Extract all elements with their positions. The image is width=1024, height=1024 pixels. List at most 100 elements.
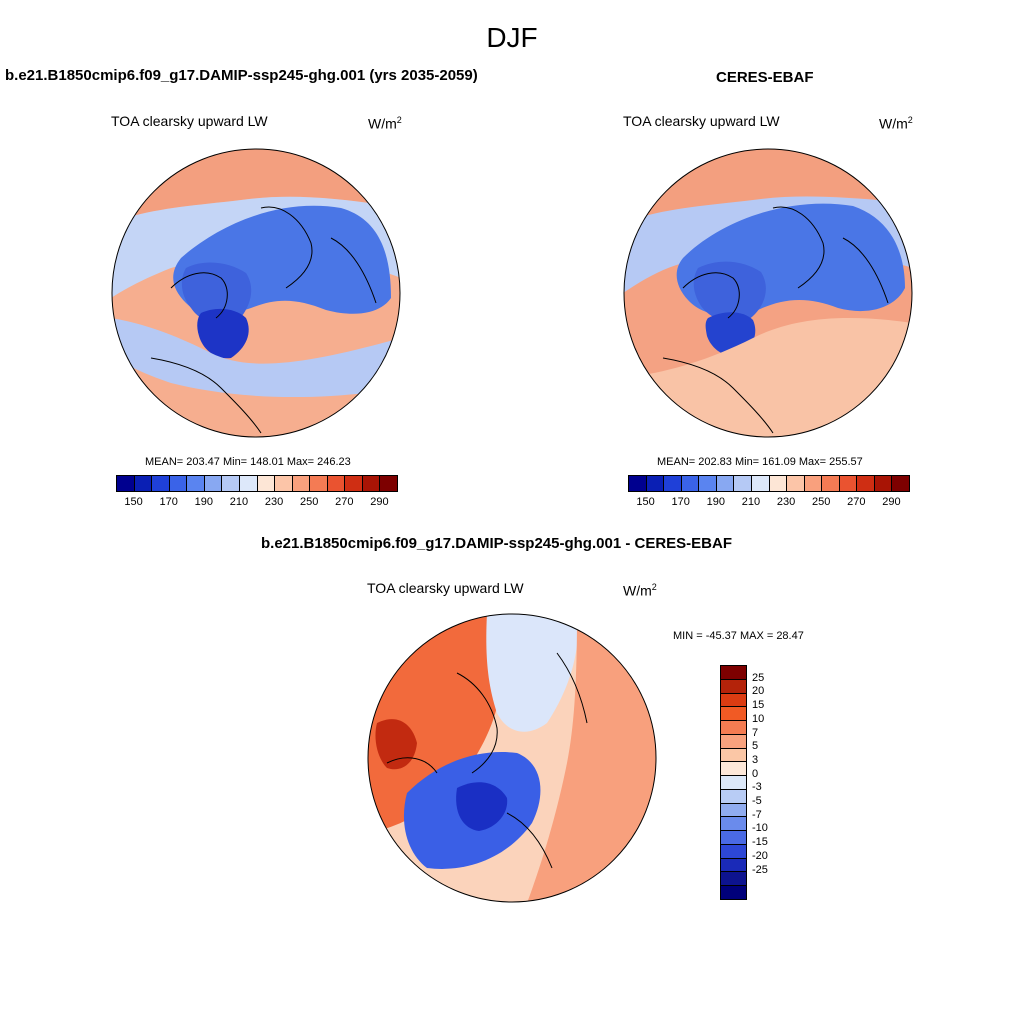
obs-colorbar-swatch (646, 476, 665, 491)
model-region-atlantic-light (112, 318, 400, 398)
model-coastline (330, 237, 377, 304)
diff-colorbar-tick: -10 (752, 822, 768, 835)
obs-map-border (623, 148, 913, 438)
diff-colorbar-tick: 3 (752, 753, 759, 766)
obs-colorbar-swatch (751, 476, 770, 491)
model-colorbar-swatch (152, 476, 170, 491)
obs-coastline (662, 357, 774, 434)
obs-colorbar-swatch (839, 476, 858, 491)
model-region-arctic-mid (181, 262, 252, 325)
diff-region-atlantic-warm (527, 614, 656, 902)
diff-variable-label: TOA clearsky upward LW (367, 580, 524, 596)
obs-coastline (842, 237, 889, 304)
obs-colorbar-tick: 250 (812, 496, 831, 508)
diff-colorbar-tick: 7 (752, 726, 759, 739)
obs-colorbar-swatch (681, 476, 700, 491)
obs-colorbar (628, 475, 910, 492)
obs-variable-label: TOA clearsky upward LW (623, 113, 780, 129)
obs-colorbar-swatch (734, 476, 752, 491)
diff-colorbar-tick: -15 (752, 836, 768, 849)
diff-colorbar-swatch (721, 886, 746, 900)
obs-colorbar-tick: 270 (847, 496, 866, 508)
diff-colorbar-swatch (721, 789, 746, 804)
model-colorbar-swatch (380, 476, 397, 491)
obs-stats: MEAN= 202.83 Min= 161.09 Max= 255.57 (657, 456, 863, 468)
diff-colorbar (720, 665, 747, 900)
diff-colorbar-swatch (721, 762, 746, 777)
obs-polar-map (623, 148, 913, 438)
model-colorbar-swatch (345, 476, 363, 491)
model-coastline (170, 272, 228, 319)
obs-panel-title: CERES-EBAF (716, 69, 814, 86)
diff-colorbar-tick: 20 (752, 685, 765, 698)
model-colorbar-swatch (275, 476, 293, 491)
model-units-label: W/m2 (368, 115, 402, 132)
diff-colorbar-swatch (721, 817, 746, 832)
model-colorbar-swatch (204, 476, 223, 491)
obs-colorbar-swatch (787, 476, 805, 491)
diff-colorbar-swatch (721, 679, 746, 694)
obs-colorbar-tick: 190 (706, 496, 725, 508)
model-colorbar-tick: 210 (229, 496, 249, 508)
model-colorbar-swatch (257, 476, 276, 491)
diff-colorbar-tick: -5 (752, 795, 762, 808)
obs-colorbar-swatch (857, 476, 875, 491)
model-map-border (111, 148, 401, 438)
diff-stats: MIN = -45.37 MAX = 28.47 (673, 630, 804, 642)
diff-coastline (456, 672, 498, 774)
model-region-greenland-dark (197, 308, 249, 359)
diff-map-border (367, 613, 657, 903)
model-colorbar-swatch (117, 476, 135, 491)
model-colorbar-swatch (187, 476, 205, 491)
obs-colorbar-tick: 290 (882, 496, 901, 508)
diff-colorbar-tick: 5 (752, 740, 759, 753)
obs-colorbar-swatch (874, 476, 893, 491)
obs-colorbar-tick: 210 (741, 496, 761, 508)
diff-polar-map (367, 613, 657, 903)
diff-colorbar-swatch (721, 734, 746, 749)
diff-colorbar-swatch (721, 721, 746, 735)
obs-colorbar-swatch (804, 476, 823, 491)
obs-colorbar-tick: 150 (636, 496, 655, 508)
figure-title: DJF (486, 22, 538, 53)
diff-colorbar-swatch (721, 707, 746, 722)
obs-colorbar-swatch (892, 476, 909, 491)
model-colorbar-tick: 150 (124, 496, 143, 508)
diff-region-greenland-strong (456, 782, 508, 831)
diff-colorbar-swatch (721, 666, 746, 680)
obs-coastline (682, 272, 740, 319)
model-polar-map (111, 148, 401, 438)
diff-colorbar-tick: 25 (752, 671, 765, 684)
obs-units-label: W/m2 (879, 115, 913, 132)
diff-region-arctic-light (486, 614, 578, 732)
obs-colorbar-swatch (699, 476, 717, 491)
diff-colorbar-swatch (721, 803, 746, 818)
diff-colorbar-tick: -20 (752, 849, 768, 862)
diff-colorbar-swatch (721, 872, 746, 887)
model-colorbar-swatch (134, 476, 153, 491)
model-colorbar-swatch (292, 476, 311, 491)
model-colorbar-tick: 250 (300, 496, 319, 508)
diff-coastline (506, 812, 553, 869)
diff-coastline (556, 652, 588, 724)
model-colorbar-swatch (239, 476, 258, 491)
model-stats: MEAN= 203.47 Min= 148.01 Max= 246.23 (145, 456, 351, 468)
model-colorbar (116, 475, 398, 492)
diff-colorbar-tick: -3 (752, 781, 762, 794)
obs-colorbar-swatch (629, 476, 647, 491)
diff-colorbar-tick: -7 (752, 808, 762, 821)
model-panel-title: b.e21.B1850cmip6.f09_g17.DAMIP-ssp245-gh… (5, 67, 478, 84)
obs-colorbar-tick: 230 (776, 496, 796, 508)
diff-colorbar-swatch (721, 858, 746, 873)
model-colorbar-swatch (222, 476, 240, 491)
obs-colorbar-tick: 170 (671, 496, 690, 508)
model-coastline (260, 206, 313, 289)
diff-coastline (386, 757, 438, 774)
model-colorbar-swatch (169, 476, 188, 491)
model-coastline (150, 357, 262, 434)
obs-colorbar-swatch (769, 476, 788, 491)
model-colorbar-tick: 170 (159, 496, 178, 508)
diff-colorbar-swatch (721, 844, 746, 859)
diff-colorbar-tick: -25 (752, 863, 768, 876)
model-colorbar-swatch (310, 476, 328, 491)
